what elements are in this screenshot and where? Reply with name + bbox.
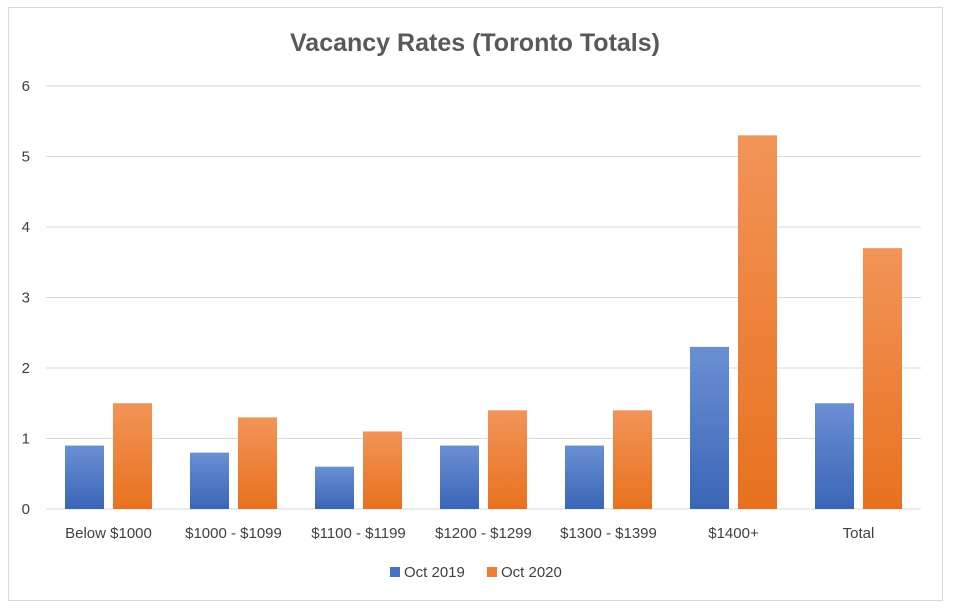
y-tick-label: 6: [22, 78, 30, 95]
y-tick-label: 4: [22, 219, 30, 236]
bar-oct-2020: [113, 403, 152, 509]
bar-oct-2020: [613, 410, 652, 509]
legend: Oct 2019 Oct 2020: [390, 564, 562, 581]
x-tick-label: Below $1000: [65, 525, 152, 542]
bar-oct-2019: [440, 445, 479, 509]
y-tick-label: 0: [22, 501, 30, 518]
bar-oct-2020: [488, 410, 527, 509]
legend-swatch: [487, 567, 497, 577]
bars: [65, 135, 902, 509]
x-tick-label: $1200 - $1299: [435, 525, 532, 542]
bar-oct-2019: [190, 452, 229, 509]
bar-oct-2019: [565, 445, 604, 509]
x-tick-label: $1000 - $1099: [185, 525, 282, 542]
bar-oct-2020: [863, 248, 902, 509]
bar-oct-2020: [738, 135, 777, 509]
x-tick-label: $1400+: [708, 525, 759, 542]
y-tick-label: 2: [22, 360, 30, 377]
legend-swatch: [390, 567, 400, 577]
bar-oct-2020: [238, 417, 277, 509]
legend-label: Oct 2020: [501, 564, 562, 581]
y-axis-ticks: 0 1 2 3 4 5 6: [22, 78, 30, 518]
x-tick-label: Total: [843, 525, 875, 542]
x-tick-label: $1300 - $1399: [560, 525, 657, 542]
bar-oct-2020: [363, 431, 402, 509]
legend-label: Oct 2019: [404, 564, 465, 581]
x-axis-ticks: Below $1000 $1000 - $1099 $1100 - $1199 $12…: [65, 525, 874, 542]
bar-oct-2019: [690, 346, 729, 509]
chart-title: Vacancy Rates (Toronto Totals): [290, 29, 660, 57]
bar-oct-2019: [315, 466, 354, 509]
bar-oct-2019: [65, 445, 104, 509]
y-tick-label: 1: [22, 431, 30, 448]
y-tick-label: 5: [22, 149, 30, 166]
x-tick-label: $1100 - $1199: [311, 525, 406, 542]
y-tick-label: 3: [22, 290, 30, 307]
gridlines: [46, 85, 921, 510]
bar-oct-2019: [815, 403, 854, 509]
